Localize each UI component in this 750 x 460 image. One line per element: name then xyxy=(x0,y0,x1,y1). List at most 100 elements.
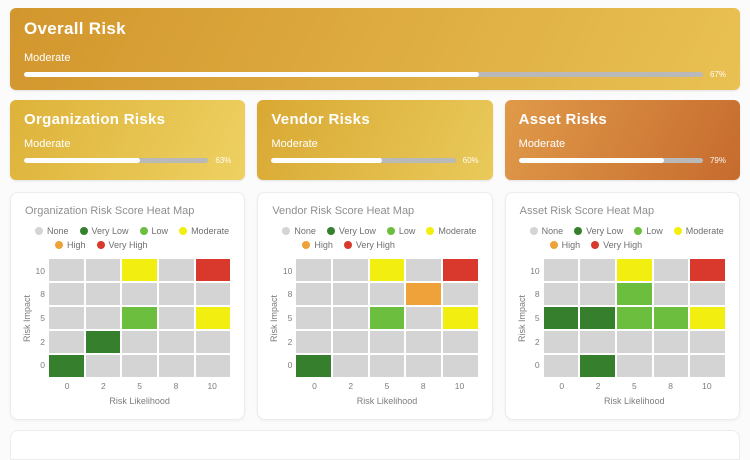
heatmap-cell xyxy=(85,259,121,281)
legend-label: Very Low xyxy=(91,226,129,236)
legend-dot xyxy=(282,227,291,235)
heatmap-cell xyxy=(49,283,84,305)
chart-legend: None Very Low Low Moderate High Very High xyxy=(268,226,481,250)
legend-item-moderate[interactable]: Moderate xyxy=(426,226,476,236)
heatmap-cell xyxy=(543,259,579,281)
heatmap-cell xyxy=(49,259,84,281)
heatmap-cell xyxy=(690,283,725,305)
legend-item-none[interactable]: None xyxy=(529,226,563,236)
legend-row: High Very High xyxy=(55,240,234,250)
legend-item-very_high[interactable]: Very High xyxy=(591,240,642,250)
heatmap-cell xyxy=(543,331,579,353)
heatmap-cell xyxy=(296,283,331,305)
x-tick-label: 5 xyxy=(137,381,143,391)
heatmap-cell xyxy=(85,307,121,329)
heatmap-cell xyxy=(406,331,441,353)
heatmap-cell xyxy=(442,331,478,353)
y-axis-ticks: 10 8 5 2 0 xyxy=(33,259,49,377)
heatmap-cell xyxy=(85,283,121,305)
overall-risk-card: Overall Risk Moderate 67% xyxy=(10,8,740,90)
asset-risks-title: Asset Risks xyxy=(518,111,608,128)
heatmap-cell xyxy=(369,307,405,329)
y-tick-label: 10 xyxy=(282,265,293,276)
x-tick-label: 2 xyxy=(595,381,601,391)
y-tick-label: 2 xyxy=(534,336,540,347)
legend-item-none[interactable]: None xyxy=(282,226,316,236)
y-axis-ticks: 10 8 5 2 0 xyxy=(528,259,544,377)
heatmap-cell xyxy=(442,283,478,305)
plot-body: 0 2 5 8 10 Risk Likelihood xyxy=(296,259,481,406)
heatmap-cell xyxy=(195,259,231,281)
legend-item-very_low[interactable]: Very Low xyxy=(574,226,623,236)
legend-dot xyxy=(591,241,600,249)
heatmap-cell xyxy=(122,355,157,377)
x-tick-label: 5 xyxy=(384,381,390,391)
overall-progress-row: 67% xyxy=(24,70,726,79)
heatmap-cell xyxy=(580,307,615,329)
legend-label: Very Low xyxy=(586,226,624,236)
heatmap-cell xyxy=(653,355,689,377)
legend-item-moderate[interactable]: Moderate xyxy=(179,226,229,236)
heatmap-cell xyxy=(543,307,579,329)
heatmap-cell xyxy=(406,307,441,329)
legend-item-very_high[interactable]: Very High xyxy=(343,240,395,250)
y-axis-title: Risk Impact xyxy=(22,294,32,342)
legend-dot xyxy=(549,241,558,249)
legend-label: Moderate xyxy=(438,226,477,236)
heatmap-cell xyxy=(296,355,331,377)
legend-dot xyxy=(35,227,43,235)
legend-item-high[interactable]: High xyxy=(549,240,580,250)
legend-item-very_high[interactable]: Very High xyxy=(96,240,148,250)
x-axis-ticks: 0 2 5 8 10 xyxy=(49,381,230,391)
legend-dot xyxy=(139,227,148,235)
vendor-risks-title: Vendor Risks xyxy=(271,111,370,128)
legend-row: None Very Low Low Moderate xyxy=(282,226,481,236)
heatmap-cell xyxy=(195,283,231,305)
y-tick-label: 2 xyxy=(287,336,293,347)
heatmap-cell xyxy=(158,307,194,329)
legend-item-none[interactable]: None xyxy=(35,226,69,236)
overall-risk-status: Moderate xyxy=(24,52,71,64)
y-tick-label: 8 xyxy=(287,289,293,300)
x-tick-label: 0 xyxy=(64,381,70,391)
heatmap-cell xyxy=(85,355,121,377)
heatmap-cell xyxy=(616,355,652,377)
legend-item-very_low[interactable]: Very Low xyxy=(79,226,129,236)
legend-item-high[interactable]: High xyxy=(55,240,86,250)
legend-item-low[interactable]: Low xyxy=(386,226,416,236)
progress-percent: 79% xyxy=(709,156,726,165)
progress-percent: 63% xyxy=(215,156,232,165)
legend-dot xyxy=(426,227,435,235)
legend-dot xyxy=(634,227,643,235)
legend-label: Low xyxy=(398,226,416,236)
heatmap-cell xyxy=(543,355,579,377)
x-tick-label: 2 xyxy=(348,381,354,391)
heatmap-cell xyxy=(653,331,689,353)
category-cards-row: Organization Risks Moderate 63% Vendor R… xyxy=(10,100,740,180)
heatmap-cell xyxy=(195,331,231,353)
progress-track xyxy=(271,158,456,163)
legend-label: Very High xyxy=(603,240,643,250)
heatmap-grid xyxy=(296,259,478,377)
legend-item-low[interactable]: Low xyxy=(634,226,663,236)
x-tick-label: 10 xyxy=(207,381,217,391)
legend-item-low[interactable]: Low xyxy=(139,226,168,236)
legend-label: None xyxy=(47,226,69,236)
x-tick-label: 2 xyxy=(101,381,106,391)
legend-item-high[interactable]: High xyxy=(302,240,333,250)
y-axis: Risk Impact 10 8 5 2 0 xyxy=(268,259,296,406)
asset-progress-row: 79% xyxy=(518,156,726,165)
legend-label: Very High xyxy=(355,240,395,250)
organization-progress-row: 63% xyxy=(24,156,231,165)
legend-item-moderate[interactable]: Moderate xyxy=(673,226,724,236)
heatmap-cell xyxy=(332,307,368,329)
legend-label: Moderate xyxy=(191,226,230,236)
legend-row: High Very High xyxy=(302,240,481,250)
x-axis-title: Risk Likelihood xyxy=(356,396,418,406)
heatmap-cell xyxy=(543,283,579,305)
heatmap-cell xyxy=(653,307,689,329)
progress-fill xyxy=(24,72,479,77)
y-tick-label: 8 xyxy=(534,289,540,300)
legend-item-very_low[interactable]: Very Low xyxy=(326,226,376,236)
heatmap-plot: Risk Impact 10 8 5 2 0 0 2 5 8 10 Risk Likelihoo… xyxy=(21,259,234,406)
